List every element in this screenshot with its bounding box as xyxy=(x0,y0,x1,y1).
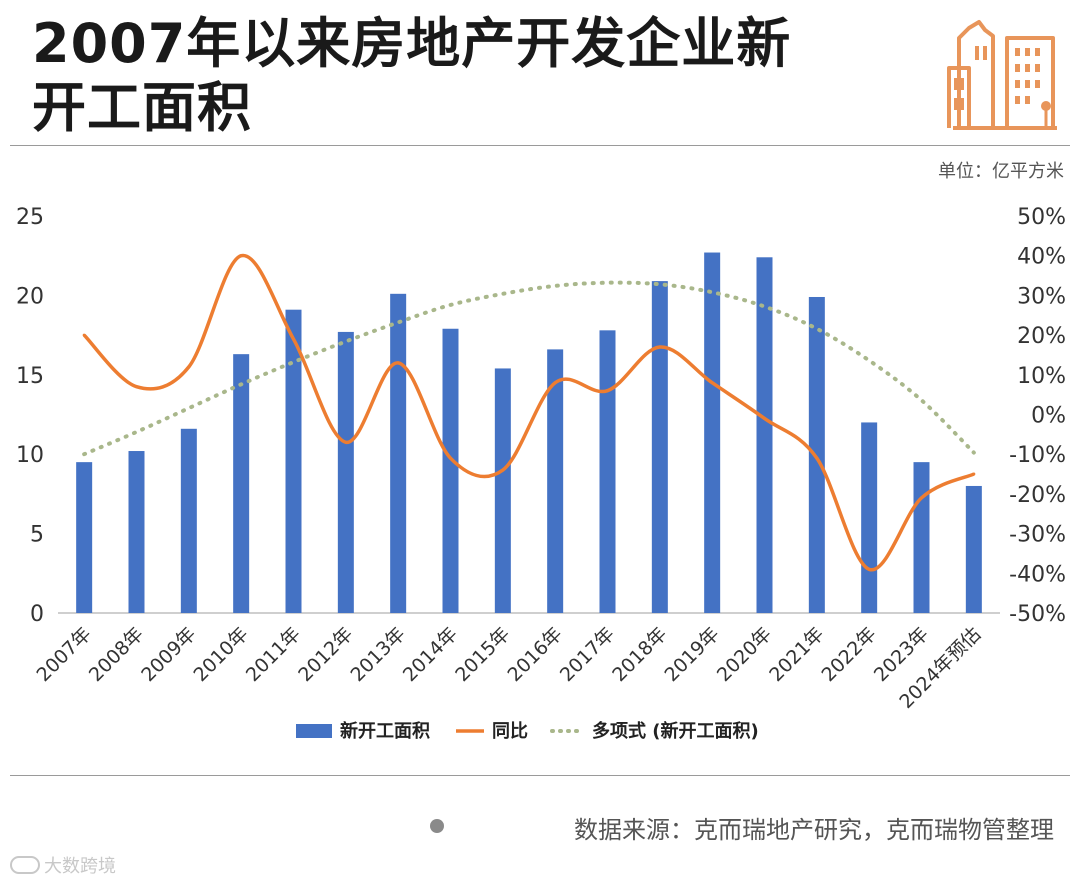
building-icon xyxy=(947,20,1057,130)
y-left-tick-label: 5 xyxy=(30,523,44,548)
y-left-tick-label: 25 xyxy=(16,205,44,230)
source-note: 数据来源：克而瑞地产研究，克而瑞物管整理 xyxy=(574,816,1054,844)
y-right-tick-label: 0% xyxy=(1031,404,1066,429)
yoy-point xyxy=(920,496,923,500)
yoy-point xyxy=(606,389,609,393)
y-right-tick-label: 50% xyxy=(1017,205,1066,230)
bar xyxy=(337,331,354,613)
yoy-point xyxy=(239,254,243,258)
watermark-logo-icon xyxy=(10,856,40,874)
x-tick-label: 2009年 xyxy=(137,623,200,686)
y-left-tick-label: 15 xyxy=(16,364,44,389)
title-line-1: 2007年以来房地产开发企业新 xyxy=(32,12,792,75)
y-right-tick-label: -10% xyxy=(1009,443,1066,468)
bar xyxy=(180,428,197,613)
title-line-2: 开工面积 xyxy=(32,76,252,139)
y-right-tick-label: 10% xyxy=(1017,364,1066,389)
source-bullet-icon xyxy=(430,819,444,833)
yoy-point xyxy=(658,345,662,349)
y-right-tick-label: 30% xyxy=(1017,284,1066,309)
legend-label-line: 同比 xyxy=(492,721,528,742)
legend-swatch-bar xyxy=(296,724,332,738)
bar xyxy=(442,328,459,613)
bar xyxy=(861,422,878,613)
yoy-point xyxy=(972,472,976,476)
x-tick-label: 2014年 xyxy=(399,623,462,686)
x-tick-label: 2012年 xyxy=(294,623,357,686)
bar xyxy=(285,309,302,613)
x-tick-label: 2018年 xyxy=(608,623,671,686)
page-title: 2007年以来房地产开发企业新 开工面积 xyxy=(32,12,791,140)
y-right-tick-label: -30% xyxy=(1009,523,1066,548)
x-tick-label: 2011年 xyxy=(242,623,305,686)
bar xyxy=(965,485,982,613)
legend-label-bar: 新开工面积 xyxy=(340,720,430,742)
yoy-point xyxy=(396,361,400,365)
yoy-point xyxy=(187,365,191,369)
x-tick-label: 2019年 xyxy=(661,623,724,686)
yoy-line-series xyxy=(82,253,975,572)
bar xyxy=(913,462,930,613)
bar xyxy=(494,368,511,613)
bar xyxy=(756,257,773,613)
yoy-point xyxy=(553,381,557,385)
top-divider xyxy=(10,145,1070,146)
yoy-point xyxy=(501,468,505,472)
bar xyxy=(808,296,825,613)
bar xyxy=(390,293,407,613)
bar xyxy=(704,252,721,614)
yoy-point xyxy=(815,456,819,460)
yoy-point xyxy=(710,381,714,385)
yoy-point xyxy=(344,440,348,444)
y-right-tick-label: -50% xyxy=(1009,602,1066,627)
yoy-point xyxy=(292,337,295,341)
watermark-text: 大数跨境 xyxy=(44,856,116,877)
y-right-tick-label: -20% xyxy=(1009,483,1066,508)
y-left-tick-label: 0 xyxy=(30,602,44,627)
x-tick-label: 2015年 xyxy=(451,623,514,686)
yoy-point xyxy=(867,567,871,571)
bar xyxy=(547,349,564,613)
x-tick-label: 2016年 xyxy=(504,623,567,686)
x-tick-label: 2013年 xyxy=(347,623,410,686)
y-right-tick-label: 20% xyxy=(1017,324,1066,349)
x-tick-label: 2008年 xyxy=(85,623,148,686)
watermark: 大数跨境 xyxy=(10,852,116,878)
bar xyxy=(599,330,616,613)
legend-label-trend: 多项式 (新开工面积) xyxy=(592,720,759,742)
y-right-tick-label: 40% xyxy=(1017,245,1066,270)
yoy-point xyxy=(449,456,452,460)
bottom-divider xyxy=(10,775,1070,776)
y-right-tick-label: -40% xyxy=(1009,562,1066,587)
yoy-point xyxy=(135,385,138,389)
trendline-series xyxy=(82,280,976,457)
yoy-point xyxy=(763,416,766,420)
x-tick-label: 2007年 xyxy=(33,623,96,686)
x-tick-label: 2021年 xyxy=(765,623,828,686)
x-tick-label: 2020年 xyxy=(713,623,776,686)
x-tick-label: 2022年 xyxy=(818,623,881,686)
y-left-tick-label: 20 xyxy=(16,284,44,309)
unit-label: 单位：亿平方米 xyxy=(938,161,1064,182)
bar xyxy=(76,462,93,613)
x-tick-label: 2010年 xyxy=(190,623,253,686)
bar xyxy=(651,281,668,613)
x-tick-label: 2017年 xyxy=(556,623,619,686)
bar xyxy=(128,451,145,613)
chart: 0 5 10 15 20 25 -50% -40% -30% -20% -10% 0% 10% 20% 30… xyxy=(16,205,1066,742)
bar xyxy=(233,354,250,613)
yoy-point xyxy=(82,333,86,337)
y-left-tick-label: 10 xyxy=(16,443,44,468)
